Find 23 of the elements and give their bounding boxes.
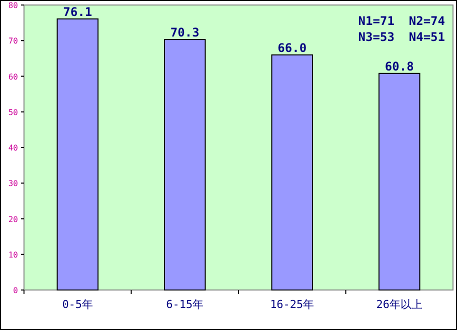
y-tick-label: 30 bbox=[8, 179, 18, 188]
x-tick-label: 26年以上 bbox=[376, 298, 422, 311]
data-label: 66.0 bbox=[278, 40, 307, 55]
data-label: 60.8 bbox=[384, 59, 414, 74]
x-tick-label: 16-25年 bbox=[270, 298, 314, 311]
annotation: N3=53 N4=51 bbox=[358, 30, 445, 44]
data-label: 70.3 bbox=[170, 26, 200, 40]
y-tick-label: 50 bbox=[8, 108, 18, 117]
data-label: 76.1 bbox=[63, 4, 92, 19]
y-tick-label: 0 bbox=[13, 286, 18, 295]
y-tick-label: 10 bbox=[8, 250, 18, 260]
y-tick-label: 20 bbox=[8, 214, 18, 224]
bar bbox=[56, 18, 99, 290]
y-tick-label: 60 bbox=[8, 72, 18, 82]
bar bbox=[164, 39, 206, 290]
bar bbox=[271, 54, 313, 290]
bar bbox=[378, 72, 420, 290]
y-tick-label: 40 bbox=[8, 144, 18, 152]
annotation: N1=71 N2=74 bbox=[358, 14, 445, 28]
x-tick-label: 0-5年 bbox=[62, 298, 94, 311]
x-tick-label: 6-15年 bbox=[166, 298, 204, 311]
y-tick-label: 80 bbox=[8, 1, 18, 10]
y-tick-label: 70 bbox=[8, 36, 18, 46]
